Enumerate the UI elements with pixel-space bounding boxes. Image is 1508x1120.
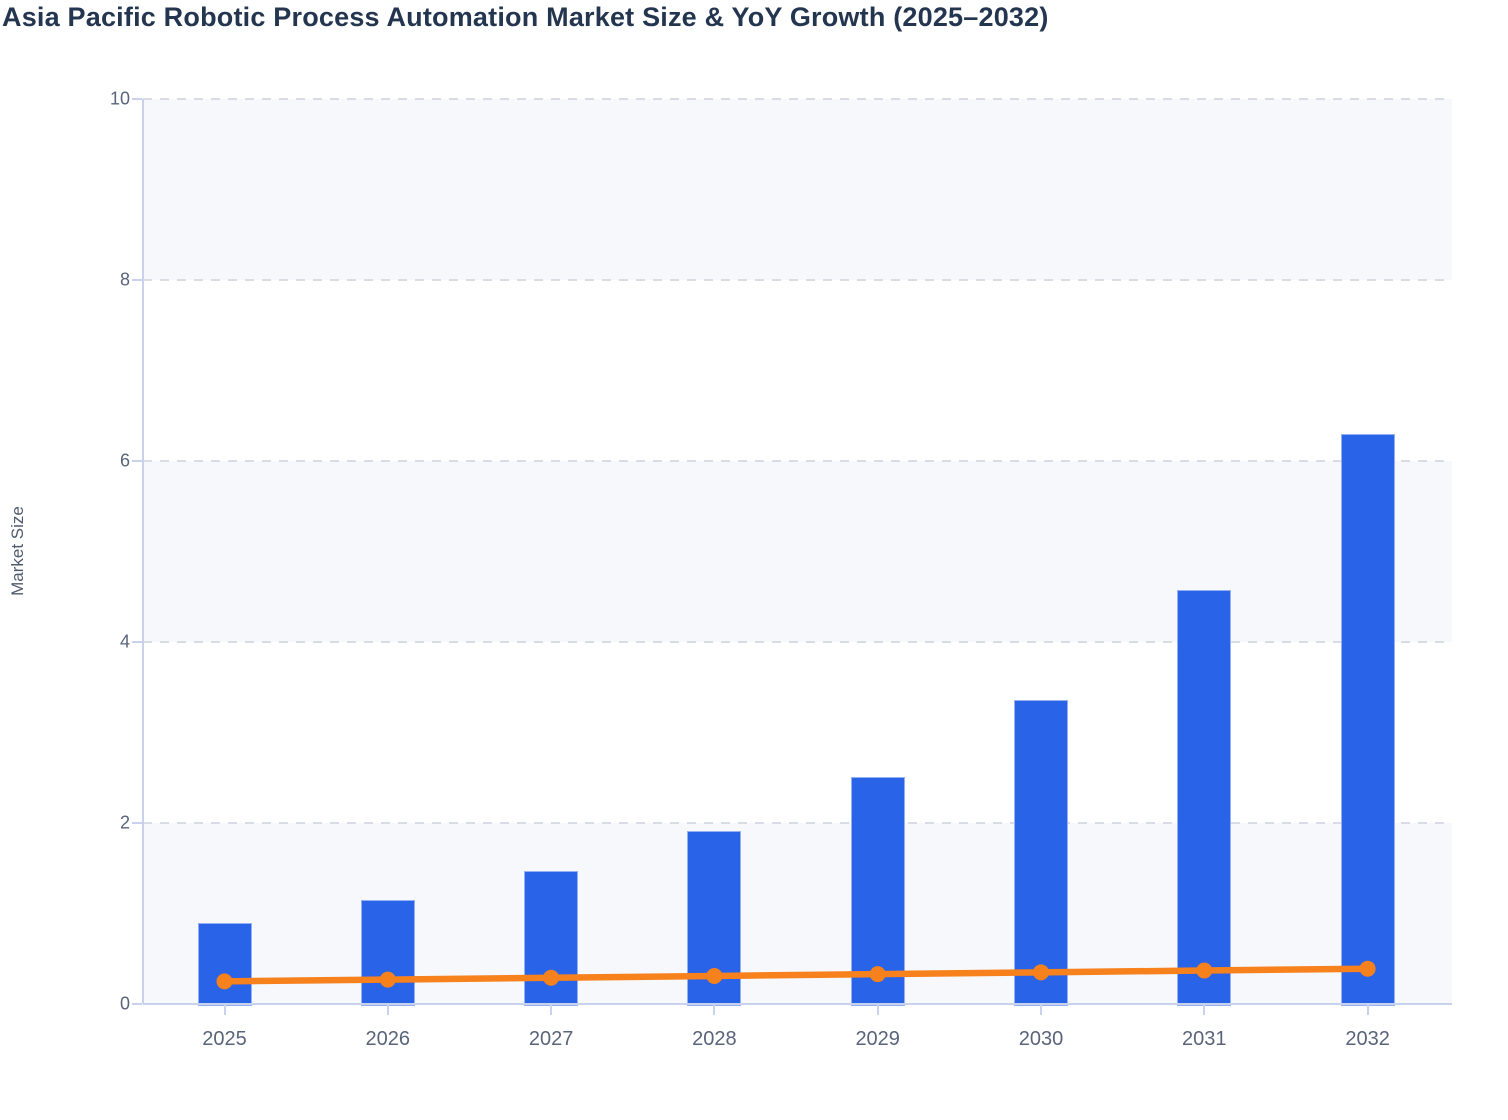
y-axis-tick-label: 10	[109, 88, 130, 109]
gridline	[143, 279, 1452, 281]
bar-2025[interactable]	[197, 922, 252, 1006]
plot-band	[143, 461, 1452, 642]
bar-2031[interactable]	[1177, 590, 1232, 1006]
bar-2026[interactable]	[360, 899, 415, 1006]
yoy-growth-point-2030[interactable]	[1033, 964, 1049, 981]
y-axis-tick	[132, 822, 142, 824]
gridline	[143, 460, 1452, 462]
plot-band	[143, 99, 1452, 280]
x-axis-tick	[876, 1005, 879, 1015]
y-axis-tick	[132, 641, 142, 643]
x-axis-tick-label-2028: 2028	[692, 1028, 737, 1050]
gridline	[143, 641, 1452, 643]
x-axis-tick	[386, 1005, 389, 1015]
x-axis-tick	[1203, 1005, 1206, 1015]
y-axis-tick	[132, 460, 142, 462]
y-axis-tick	[132, 279, 142, 281]
bar-2032[interactable]	[1340, 433, 1395, 1006]
yoy-growth-point-2032[interactable]	[1359, 960, 1376, 977]
y-axis-tick-label: 0	[119, 993, 130, 1014]
y-axis-tick-label: 8	[119, 269, 130, 290]
x-axis-tick	[223, 1005, 226, 1015]
gridline	[143, 822, 1452, 824]
yoy-growth-point-2026[interactable]	[379, 971, 396, 988]
chart-title: Asia Pacific Robotic Process Automation …	[2, 2, 1049, 32]
yoy-growth-point-2025[interactable]	[216, 973, 233, 990]
x-axis-tick-label-2025: 2025	[202, 1028, 247, 1050]
x-axis-tick-label-2031: 2031	[1182, 1028, 1227, 1050]
yoy-growth-line-series	[216, 960, 1376, 990]
x-axis-line	[143, 1003, 1452, 1005]
yoy-growth-line	[221, 965, 1371, 985]
x-axis-tick	[550, 1005, 553, 1015]
yoy-growth-point-2031[interactable]	[1196, 962, 1213, 979]
x-axis-tick-label-2027: 2027	[528, 1028, 574, 1050]
yoy-growth-point-2028[interactable]	[706, 967, 723, 984]
yoy-growth-point-2027[interactable]	[543, 969, 560, 986]
y-axis-tick-label: 2	[119, 812, 130, 833]
y-axis-tick-label: 6	[119, 450, 130, 471]
x-axis-tick-label-2032: 2032	[1345, 1028, 1390, 1050]
gridline	[143, 98, 1452, 100]
x-axis-tick	[1366, 1005, 1369, 1015]
x-axis-tick-label-2030: 2030	[1018, 1028, 1064, 1050]
x-axis-tick	[713, 1005, 716, 1015]
y-axis-tick-label: 4	[119, 631, 130, 652]
bar-2030[interactable]	[1014, 699, 1068, 1006]
x-axis-tick-label-2029: 2029	[855, 1028, 900, 1050]
x-axis-tick	[1040, 1005, 1042, 1015]
yoy-growth-point-2029[interactable]	[869, 966, 886, 983]
y-axis-tick	[132, 98, 142, 100]
y-axis-tick	[132, 1003, 142, 1005]
y-axis-line	[142, 99, 144, 1004]
x-axis-tick-label-2026: 2026	[365, 1028, 411, 1050]
